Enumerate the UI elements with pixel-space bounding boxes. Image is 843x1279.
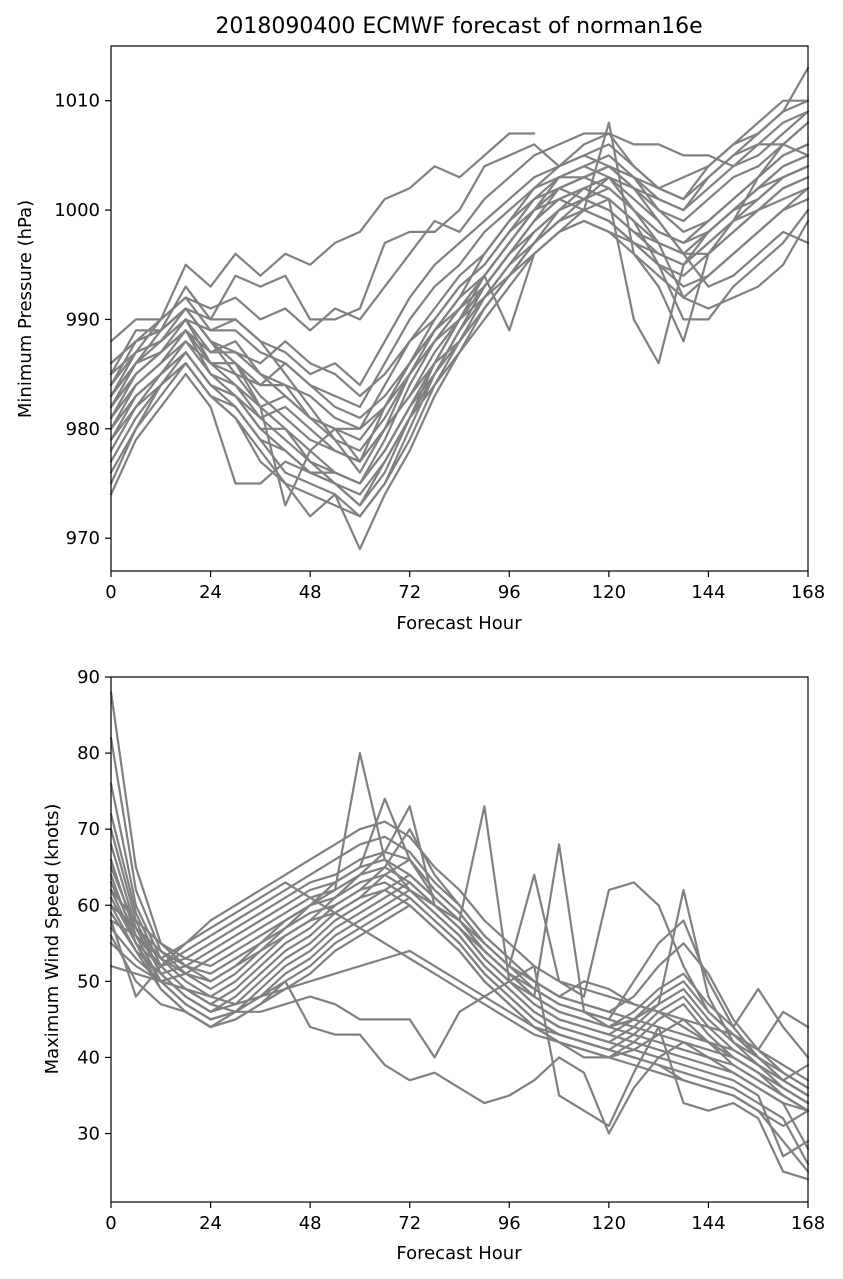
wind-panel: 0 24 48 72 96 120 144 168 30 40 50 60 70 80 90 Foreca… bbox=[42, 667, 825, 1264]
pressure-x-tick-label: 96 bbox=[498, 582, 521, 603]
pressure-x-tick-label: 0 bbox=[105, 582, 116, 603]
pressure-y-axis-label: Minimum Pressure (hPa) bbox=[15, 200, 36, 418]
pressure-series-line-2 bbox=[109, 132, 810, 376]
pressure-x-tick-label: 48 bbox=[299, 582, 322, 603]
pressure-x-tick-label: 144 bbox=[691, 582, 725, 603]
wind-series-line-17 bbox=[109, 850, 810, 1105]
wind-x-tick-label: 24 bbox=[199, 1213, 222, 1234]
pressure-panel: 2018090400 ECMWF forecast of norman16e 0… bbox=[15, 14, 825, 634]
wind-x-tick-label: 144 bbox=[691, 1213, 725, 1234]
wind-x-tick-label: 96 bbox=[498, 1213, 521, 1234]
wind-series-line-11 bbox=[109, 881, 810, 1112]
wind-series-line-21 bbox=[109, 881, 810, 1166]
wind-series-line-20 bbox=[109, 873, 810, 1158]
pressure-x-tick-label: 24 bbox=[199, 582, 222, 603]
wind-y-tick-label: 40 bbox=[77, 1047, 100, 1068]
wind-series-line-12 bbox=[109, 934, 810, 1135]
wind-x-tick-label: 0 bbox=[105, 1213, 116, 1234]
wind-x-ticks: 0 24 48 72 96 120 144 168 bbox=[105, 1202, 825, 1234]
wind-series-line-22 bbox=[109, 888, 810, 1128]
wind-y-tick-label: 50 bbox=[77, 971, 100, 992]
pressure-series-line-17 bbox=[109, 110, 810, 398]
pressure-series-line-21 bbox=[109, 143, 810, 430]
wind-series-line-15 bbox=[109, 820, 810, 1082]
wind-y-tick-label: 60 bbox=[77, 895, 100, 916]
pressure-series-group bbox=[109, 66, 810, 551]
wind-y-axis-label: Maximum Wind Speed (knots) bbox=[42, 804, 63, 1075]
wind-x-tick-label: 72 bbox=[398, 1213, 421, 1234]
pressure-y-tick-label: 990 bbox=[66, 309, 100, 330]
wind-y-ticks: 30 40 50 60 70 80 90 bbox=[77, 667, 111, 1145]
pressure-x-tick-label: 120 bbox=[592, 582, 626, 603]
pressure-series-line-4 bbox=[109, 121, 810, 408]
pressure-series-line-1 bbox=[109, 132, 536, 343]
wind-x-tick-label: 168 bbox=[791, 1213, 825, 1234]
pressure-y-tick-label: 970 bbox=[66, 528, 100, 549]
wind-y-tick-label: 90 bbox=[77, 667, 100, 688]
wind-y-tick-label: 70 bbox=[77, 819, 100, 840]
pressure-series-line-18 bbox=[109, 154, 810, 452]
wind-y-tick-label: 80 bbox=[77, 743, 100, 764]
pressure-series-line-16 bbox=[109, 121, 810, 419]
wind-y-tick-label: 30 bbox=[77, 1124, 100, 1145]
wind-plot-frame bbox=[110, 676, 809, 1203]
pressure-series-line-10 bbox=[109, 165, 810, 507]
pressure-x-axis-label: Forecast Hour bbox=[396, 613, 522, 634]
pressure-y-tick-label: 1010 bbox=[54, 91, 100, 112]
pressure-series-line-24 bbox=[109, 165, 810, 463]
pressure-series-line-19 bbox=[109, 176, 810, 485]
pressure-y-tick-label: 1000 bbox=[54, 200, 100, 221]
wind-series-line-19 bbox=[109, 866, 810, 1150]
pressure-series-line-22 bbox=[109, 165, 810, 496]
pressure-series-line-3 bbox=[109, 99, 810, 398]
wind-x-axis-label: Forecast Hour bbox=[396, 1243, 522, 1264]
pressure-y-ticks: 970 980 990 1000 1010 bbox=[54, 91, 111, 549]
chart-title: 2018090400 ECMWF forecast of norman16e bbox=[215, 14, 702, 39]
wind-x-tick-label: 48 bbox=[299, 1213, 322, 1234]
wind-series-line-13 bbox=[109, 942, 810, 1181]
pressure-plot-frame bbox=[110, 45, 809, 572]
pressure-series-line-5 bbox=[109, 165, 810, 419]
pressure-x-tick-label: 168 bbox=[791, 582, 825, 603]
pressure-y-tick-label: 980 bbox=[66, 419, 100, 440]
pressure-x-tick-label: 72 bbox=[398, 582, 421, 603]
wind-series-line-14 bbox=[109, 949, 810, 1173]
wind-x-tick-label: 120 bbox=[592, 1213, 626, 1234]
wind-series-line-18 bbox=[109, 858, 810, 1112]
pressure-series-line-12 bbox=[109, 198, 810, 551]
pressure-x-ticks: 0 24 48 72 96 120 144 168 bbox=[105, 571, 825, 603]
pressure-series-line-23 bbox=[109, 110, 810, 441]
wind-series-line-16 bbox=[109, 835, 810, 1097]
wind-series-group bbox=[109, 691, 810, 1181]
